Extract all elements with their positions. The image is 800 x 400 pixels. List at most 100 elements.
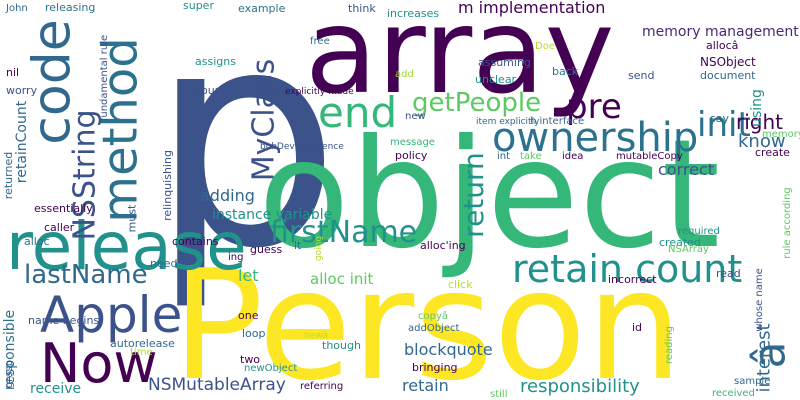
word-retain: retain — [402, 376, 449, 395]
word-bringing: bringing — [412, 361, 458, 374]
word-using: using — [748, 89, 765, 127]
word-must: must — [125, 204, 139, 232]
word-doe: Doe — [535, 41, 555, 52]
word-instance-variable: instance variable — [212, 207, 333, 223]
word-whose-name: whose name — [753, 268, 765, 332]
word-item-explicitly: item explicitly — [476, 117, 540, 127]
word-person: Person — [172, 237, 683, 400]
word-policy: policy — [395, 149, 428, 162]
word-mutablecopy: mutableCopy — [616, 151, 683, 162]
word-ing: ing — [228, 252, 244, 263]
word-guess: guess — [250, 243, 283, 256]
word-read: read — [716, 267, 741, 280]
word-john: John — [6, 3, 28, 14]
word-name-begins: name begins — [28, 314, 100, 327]
word-loop: loop — [242, 327, 266, 340]
word-now: Now — [40, 332, 158, 395]
word-count: count — [195, 84, 227, 97]
word-created: created — [659, 236, 701, 249]
word-retaincount: retainCount — [14, 100, 31, 184]
word-though: though — [322, 339, 361, 352]
word-know: know — [738, 131, 786, 152]
word-m-implementation: m implementation — [458, 0, 606, 17]
word-contains: contains — [172, 235, 219, 248]
word-incorrect: incorrect — [608, 273, 657, 286]
word-nsobject: NSObject — [700, 55, 756, 69]
word-reading: reading — [663, 326, 675, 364]
word-create: create — [755, 146, 790, 159]
word-pre: pre — [566, 87, 622, 127]
word-lastname: lastName — [24, 260, 148, 290]
word-referring: referring — [300, 381, 344, 392]
word-object: object — [258, 108, 721, 282]
word-sample: sample — [734, 376, 771, 387]
word-time: time — [130, 347, 153, 358]
word-int: int — [497, 151, 511, 162]
word-fundamental-rule: fundamental rule — [99, 34, 111, 122]
word-message: message — [390, 137, 435, 148]
word-example: example — [238, 2, 286, 15]
word-let: let — [238, 266, 259, 285]
word-two: two — [240, 353, 261, 366]
word-super: super — [183, 0, 214, 12]
word-right: right — [736, 110, 783, 134]
word-firstname: firstName — [270, 215, 418, 250]
word-release: release — [6, 208, 247, 285]
word-memory: memory — [762, 129, 800, 140]
word-alloc: alloc — [24, 235, 50, 248]
word-id: id — [632, 321, 643, 334]
word-back: back — [552, 65, 579, 78]
word-end: end — [318, 88, 398, 137]
word-nil: nil — [6, 66, 20, 79]
word-still: still — [490, 389, 508, 400]
word-copy: copyâ — [418, 311, 449, 322]
word-lt: lt — [294, 239, 302, 252]
word-add: add — [395, 69, 414, 80]
word-getpeople: getPeople — [412, 88, 542, 118]
word-relinquishing: relinquishing — [160, 149, 174, 221]
word-nsmutablearray: NSMutableArray — [148, 375, 286, 395]
word-new: newâ — [304, 331, 329, 341]
word-h-interface: h interface — [530, 116, 585, 127]
word-addobject: addObject — [408, 323, 460, 334]
word-assigns: assigns — [195, 55, 236, 68]
word-memory-management: memory management — [642, 24, 799, 40]
word-alloc-init: alloc init — [310, 270, 374, 288]
word-think: think — [348, 2, 376, 15]
word-increases: increases — [387, 7, 440, 20]
word-say: say — [710, 112, 729, 125]
word-required: required — [678, 226, 720, 237]
word-adding: adding — [200, 186, 255, 205]
word-nsstring: NSString — [67, 109, 103, 241]
word-idea: idea — [562, 151, 584, 162]
word-alloc: allocâ — [706, 39, 739, 52]
word-take: take — [520, 151, 542, 162]
word-essentially: essentially — [34, 202, 93, 215]
word-retain-count: retain count — [512, 247, 743, 291]
word-going: going — [313, 235, 324, 261]
word-array: array — [305, 0, 615, 120]
word-one: one — [238, 309, 259, 322]
word-received: received — [712, 388, 755, 399]
word-need: need — [150, 257, 178, 270]
word-autorelease: autorelease — [110, 337, 175, 350]
word-newobject: newObject — [244, 363, 298, 374]
word-init: init — [697, 105, 751, 145]
word-new: new — [405, 111, 426, 122]
word-unclear: unclear — [475, 73, 517, 86]
word-document: document — [700, 69, 756, 82]
word-assuming: assuming — [478, 56, 531, 69]
word-return: return — [456, 152, 490, 238]
word-apple: Apple — [40, 286, 183, 344]
word-responsibility: responsibility — [520, 376, 640, 397]
word-returned: returned — [1, 151, 15, 199]
word-bobdevil-sentence: bobDevil sentence — [260, 142, 344, 152]
word-grasp: grasp — [4, 359, 16, 389]
word-rule-according: rule according — [781, 187, 793, 259]
word-send: send — [628, 69, 655, 82]
word-ownership: ownership — [492, 115, 699, 161]
word-free: free — [310, 36, 330, 47]
word-blockquote: blockquote — [404, 340, 493, 359]
word-worry: worry — [6, 84, 38, 97]
